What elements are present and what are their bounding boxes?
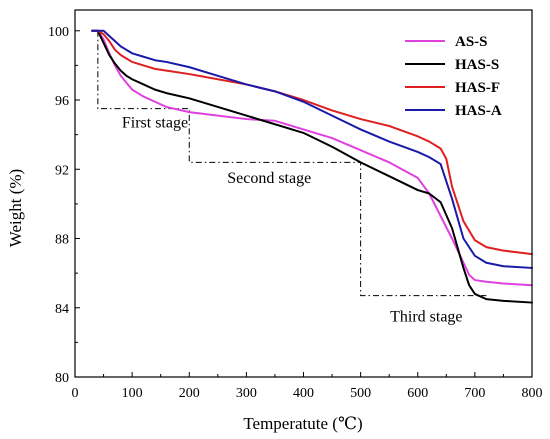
stage-label: First stage [122,115,188,132]
x-tick-label: 700 [464,386,485,401]
y-tick-label: 100 [48,25,69,40]
x-tick-label: 400 [293,386,314,401]
series-lines [91,29,533,304]
stage-annotations: First stage Second stage Third stage [122,115,463,326]
x-tick-label: 600 [407,386,428,401]
y-axis-label: Weight (%) [6,169,25,247]
stage-label: Second stage [227,170,311,187]
series-line-has-a [91,29,533,269]
axis-ticks: 0 100 200 300 400 500 600 700 800 80 84 88 92 96 100 [48,25,543,401]
x-tick-label: 300 [236,386,257,401]
y-tick-label: 80 [55,371,69,386]
legend-label-has-f: HAS-F [455,80,500,96]
legend-label-has-a: HAS-A [455,103,502,119]
stage-divider-line [97,30,487,297]
y-tick-label: 92 [55,163,69,178]
x-tick-label: 100 [122,386,143,401]
y-tick-label: 84 [55,302,69,317]
x-tick-label: 200 [179,386,200,401]
legend-label-as-s: AS-S [455,34,488,50]
series-line-has-s [91,29,533,304]
x-tick-label: 500 [350,386,371,401]
x-axis-label: Temperatute (℃) [243,414,362,433]
stage-label: Third stage [390,308,462,325]
series-line-as-s [91,29,533,287]
y-tick-label: 96 [55,94,69,109]
stage-lines [97,30,487,297]
legend-label-has-s: HAS-S [455,57,499,73]
y-tick-label: 88 [55,233,69,248]
x-tick-label: 0 [72,386,79,401]
legend: AS-S HAS-S HAS-F HAS-A [405,34,502,119]
x-tick-label: 800 [522,386,543,401]
